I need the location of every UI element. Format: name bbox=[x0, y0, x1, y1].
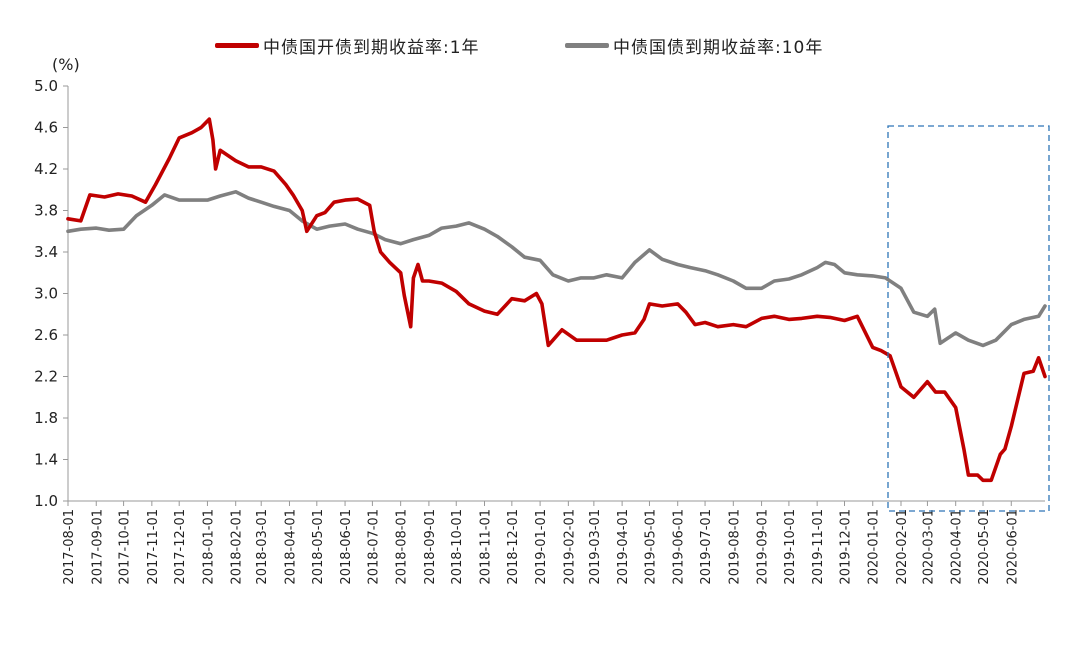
x-tick-label: 2017-08-01 bbox=[62, 509, 77, 585]
x-tick-label: 2020-06-01 bbox=[1005, 509, 1020, 585]
x-tick-label: 2019-09-01 bbox=[756, 509, 771, 585]
x-tick-label: 2017-12-01 bbox=[173, 509, 188, 585]
x-tick-label: 2018-05-01 bbox=[311, 509, 326, 585]
x-tick-label: 2018-11-01 bbox=[479, 509, 494, 585]
x-tick-label: 2019-10-01 bbox=[783, 509, 798, 585]
x-tick-label: 2019-06-01 bbox=[672, 509, 687, 585]
highlight-box bbox=[887, 125, 1050, 512]
x-tick-label: 2019-02-01 bbox=[562, 509, 577, 585]
axes bbox=[63, 85, 1045, 506]
y-tick-label: 5.0 bbox=[34, 77, 58, 95]
legend-label-10y-govt: 中债国债到期收益率:10年 bbox=[613, 38, 824, 58]
y-tick-label: 2.6 bbox=[34, 326, 58, 344]
legend-item-10y-govt: 中债国债到期收益率:10年 bbox=[565, 33, 823, 58]
legend: 中债国开债到期收益率:1年 中债国债到期收益率:10年 bbox=[0, 33, 1080, 59]
y-tick-label: 1.8 bbox=[34, 409, 58, 427]
y-tick-label: 1.0 bbox=[34, 492, 58, 510]
y-tick-label: 3.4 bbox=[34, 243, 58, 261]
x-tick-label: 2019-01-01 bbox=[534, 509, 549, 585]
x-tick-label: 2018-01-01 bbox=[201, 509, 216, 585]
x-tick-label: 2017-11-01 bbox=[146, 509, 161, 585]
legend-label-1y-cdb: 中债国开债到期收益率:1年 bbox=[263, 38, 480, 58]
y-tick-label: 1.4 bbox=[34, 451, 58, 469]
x-tick-label: 2018-03-01 bbox=[255, 509, 270, 585]
x-tick-label: 2017-10-01 bbox=[118, 509, 133, 585]
series-line-1y-cdb bbox=[66, 117, 1047, 483]
y-tick-label: 4.2 bbox=[34, 160, 58, 178]
y-tick-label: 3.0 bbox=[34, 285, 58, 303]
x-tick-label: 2019-03-01 bbox=[588, 509, 603, 585]
x-tick-label: 2019-05-01 bbox=[643, 509, 658, 585]
series-lines bbox=[66, 117, 1047, 483]
x-tick-label: 2019-04-01 bbox=[616, 509, 631, 585]
y-tick-labels: 1.0 1.4 1.8 2.2 2.6 3.0 3.4 3.8 4.2 4.6 5.0 bbox=[34, 77, 58, 510]
legend-item-1y-cdb: 中债国开债到期收益率:1年 bbox=[215, 33, 480, 58]
x-tick-label: 2019-08-01 bbox=[727, 509, 742, 585]
legend-swatch-gray bbox=[565, 43, 609, 48]
y-axis-unit-label: (%) bbox=[52, 55, 80, 74]
y-tick-label: 2.2 bbox=[34, 368, 58, 386]
legend-swatch-red bbox=[215, 43, 259, 48]
y-tick-label: 4.6 bbox=[34, 119, 58, 137]
x-tick-label: 2020-02-01 bbox=[895, 509, 910, 585]
x-tick-label: 2018-02-01 bbox=[230, 509, 245, 585]
x-tick-label: 2019-07-01 bbox=[699, 509, 714, 585]
x-tick-label: 2020-04-01 bbox=[950, 509, 965, 585]
x-tick-label: 2018-12-01 bbox=[506, 509, 521, 585]
x-tick-label: 2020-03-01 bbox=[921, 509, 936, 585]
x-tick-label: 2017-09-01 bbox=[90, 509, 105, 585]
x-tick-label: 2019-11-01 bbox=[811, 509, 826, 585]
x-tick-labels: 2017-08-01 2017-09-01 2017-10-01 2017-11-01… bbox=[62, 509, 1020, 585]
x-tick-label: 2018-09-01 bbox=[423, 509, 438, 585]
x-tick-label: 2018-06-01 bbox=[339, 509, 354, 585]
x-tick-label: 2020-01-01 bbox=[867, 509, 882, 585]
x-tick-label: 2018-04-01 bbox=[283, 509, 298, 585]
x-tick-label: 2020-05-01 bbox=[977, 509, 992, 585]
series-line-10y-govt bbox=[66, 190, 1047, 348]
x-tick-label: 2018-07-01 bbox=[366, 509, 381, 585]
y-tick-label: 3.8 bbox=[34, 202, 58, 220]
x-tick-label: 2018-08-01 bbox=[395, 509, 410, 585]
x-tick-label: 2019-12-01 bbox=[838, 509, 853, 585]
x-tick-label: 2018-10-01 bbox=[450, 509, 465, 585]
